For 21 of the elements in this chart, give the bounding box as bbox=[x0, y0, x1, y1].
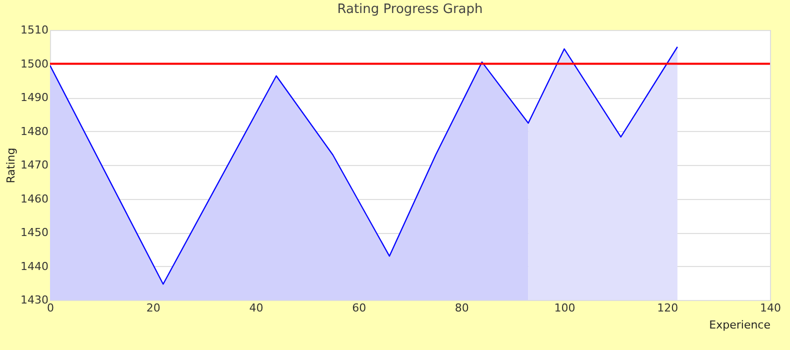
line-series bbox=[50, 46, 678, 285]
x-tick-label: 120 bbox=[657, 302, 678, 314]
x-tick-label: 80 bbox=[454, 302, 469, 314]
y-tick-label: 1450 bbox=[20, 226, 48, 239]
y-tick-label: 1490 bbox=[20, 91, 48, 104]
y-tick-label: 1430 bbox=[20, 294, 48, 306]
x-tick-label: 40 bbox=[249, 302, 264, 314]
x-tick-label: 140 bbox=[760, 302, 781, 314]
y-tick-label: 1500 bbox=[20, 57, 48, 70]
y-tick-label: 1510 bbox=[20, 24, 48, 36]
y-axis-title: Rating bbox=[4, 148, 18, 184]
x-tick-label: 0 bbox=[47, 302, 54, 314]
chart-title: Rating Progress Graph bbox=[337, 2, 483, 17]
x-tick-label: 20 bbox=[146, 302, 160, 314]
y-tick-label: 1470 bbox=[20, 158, 48, 172]
x-axis-title: Experience bbox=[709, 318, 771, 332]
y-tick-label: 1440 bbox=[20, 260, 48, 273]
y-tick-label: 1480 bbox=[20, 124, 48, 138]
y-tick-label: 1460 bbox=[20, 192, 48, 206]
x-tick-label: 60 bbox=[352, 302, 366, 314]
x-tick-label: 100 bbox=[554, 302, 576, 314]
